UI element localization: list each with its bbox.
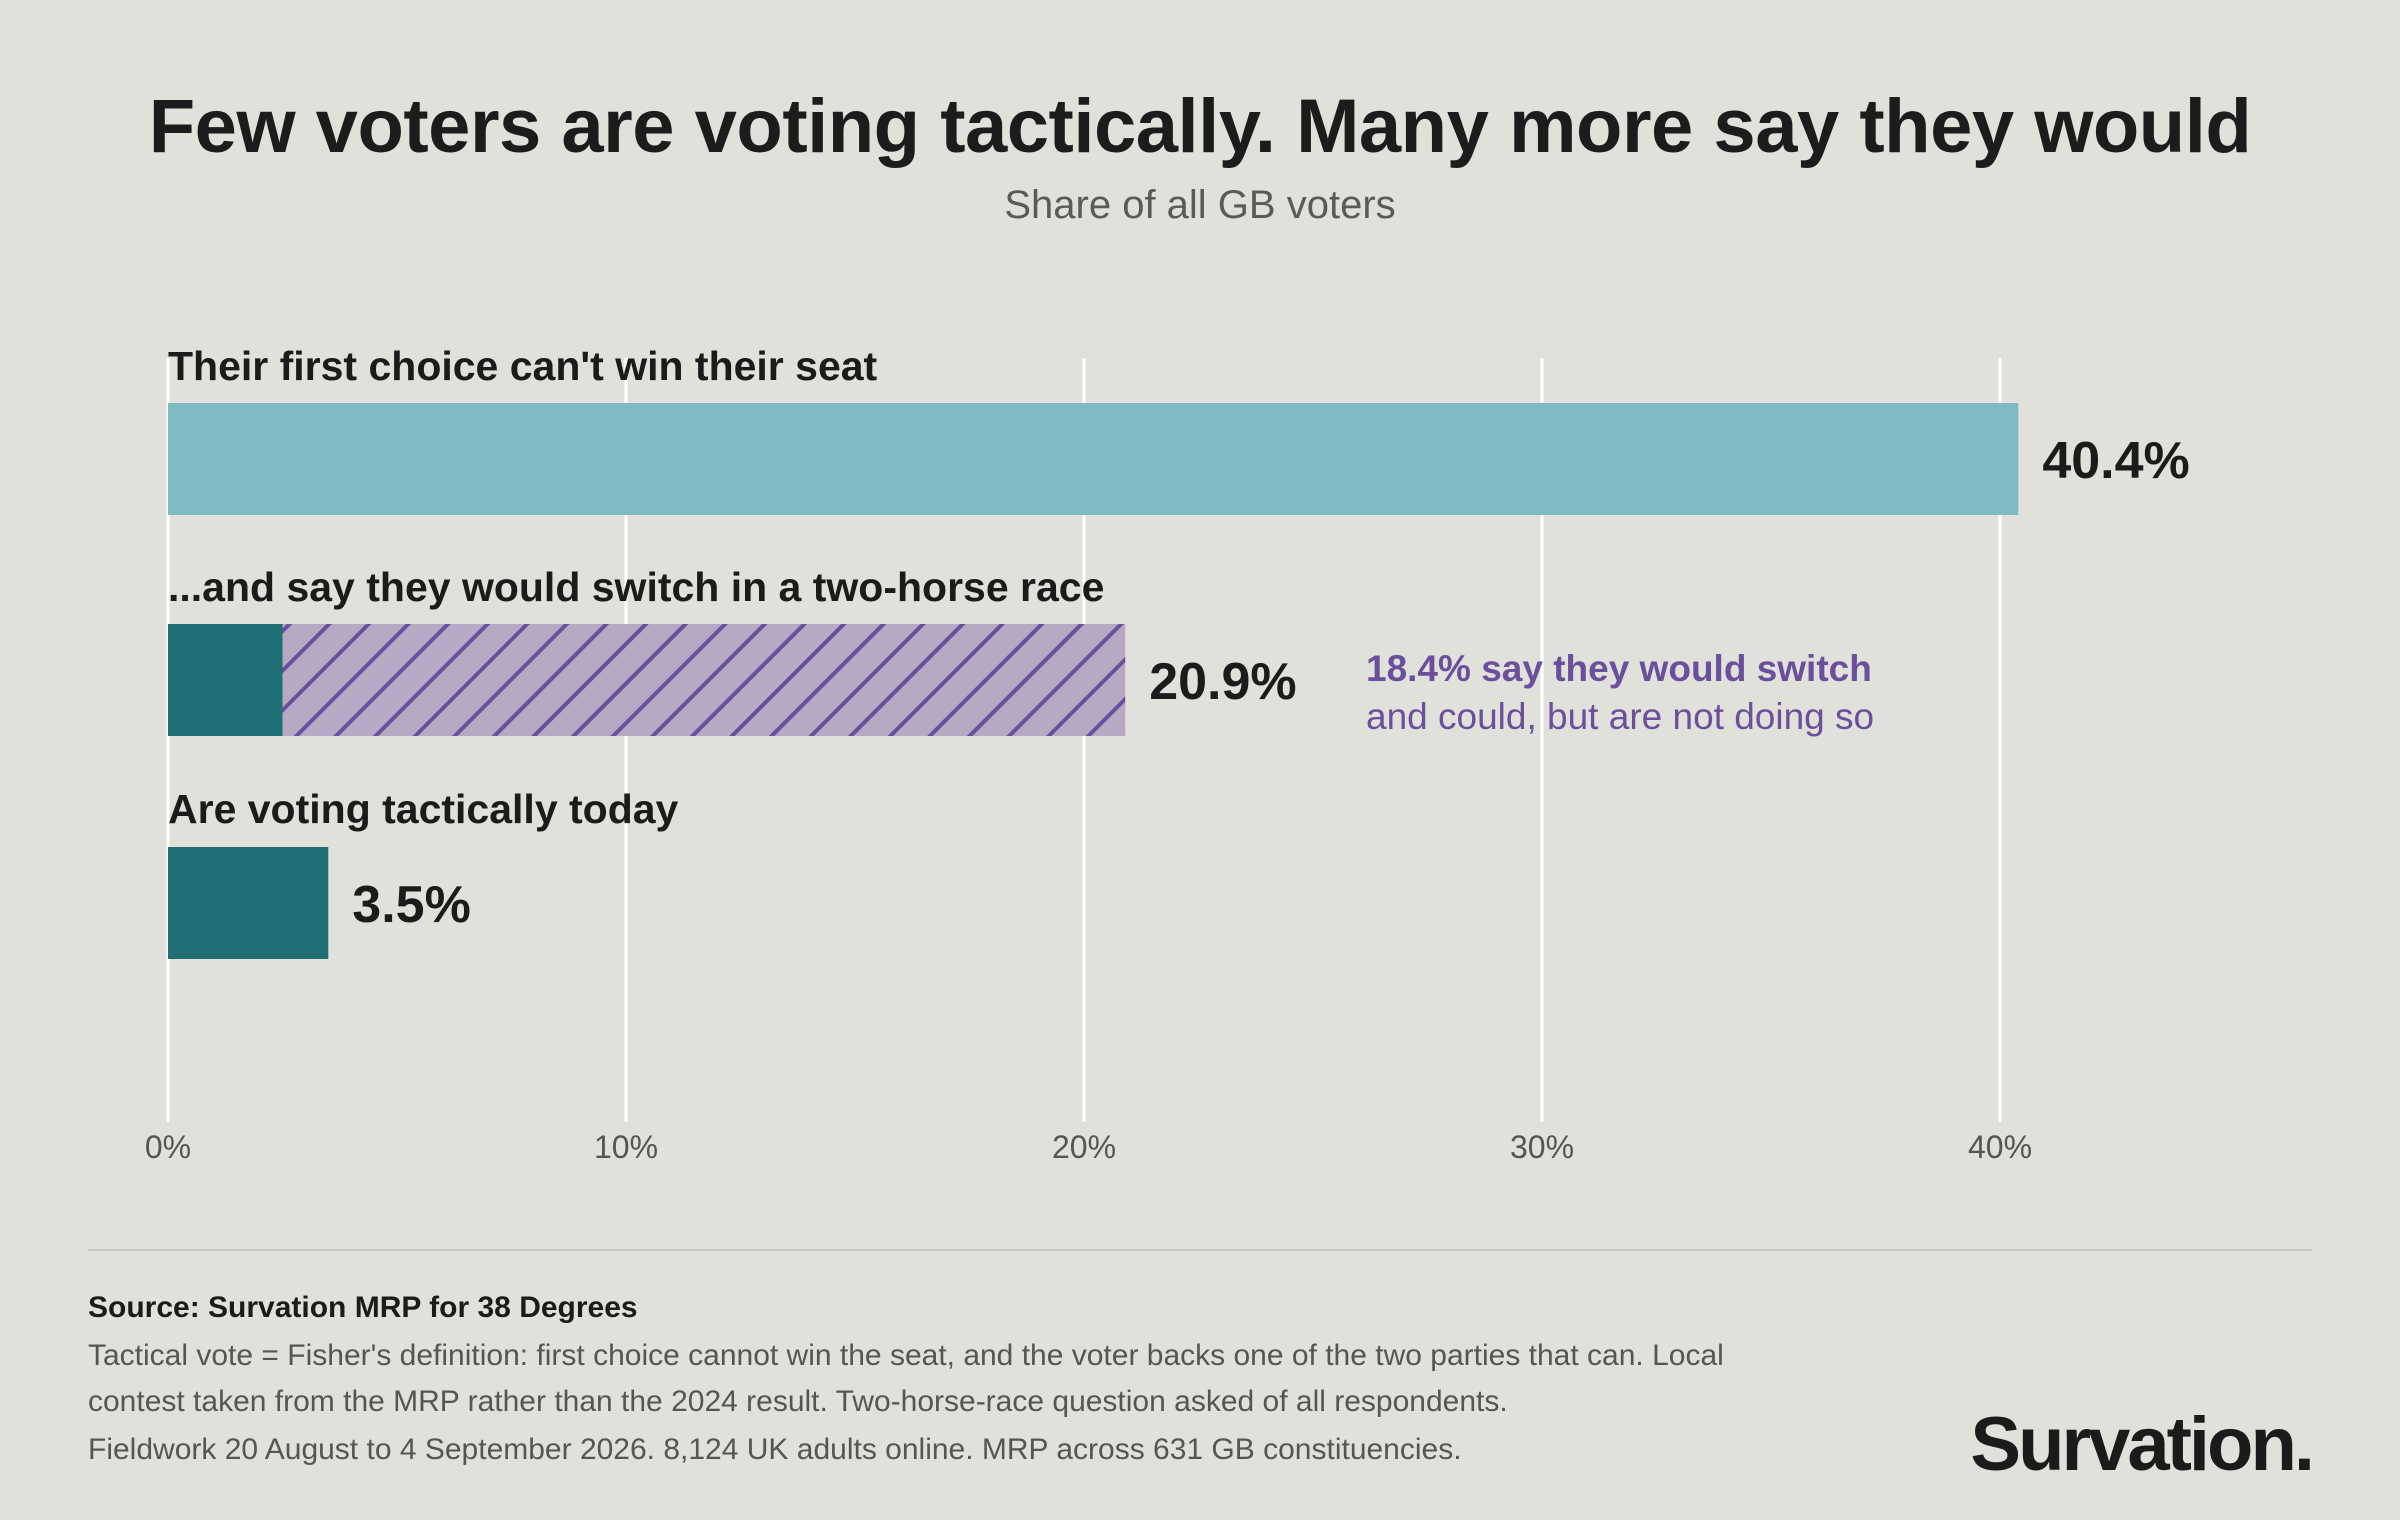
category-label: ...and say they would switch in a two-ho… (168, 564, 1104, 610)
value-label: 3.5% (352, 876, 471, 934)
bar-segment-hatched (282, 624, 1126, 736)
value-label: 40.4% (2042, 432, 2189, 490)
methodology-note: Tactical vote = Fisher's definition: fir… (88, 1339, 1724, 1372)
labels: 0% 10% 20% 30% 40% Their first choice can't w… (145, 343, 2190, 1165)
fieldwork-note: Fieldwork 20 August to 4 September 2026.… (88, 1433, 1462, 1466)
value-label: 20.9% (1149, 653, 1296, 711)
x-tick-label: 20% (1052, 1129, 1116, 1165)
x-tick-label: 30% (1510, 1129, 1574, 1165)
annotation-text: and could, but are not doing so (1366, 696, 1874, 737)
chart-title: Few voters are voting tactically. Many m… (148, 84, 2252, 169)
bar-segment (168, 624, 283, 736)
source-text: Source: Survation MRP for 38 Degrees (88, 1291, 638, 1324)
chart-subtitle: Share of all GB voters (1004, 183, 1396, 227)
category-label: Their first choice can't win their seat (168, 343, 878, 389)
x-tick-label: 10% (594, 1129, 658, 1165)
bars (168, 403, 2019, 959)
bar-segment (168, 847, 329, 959)
annotation-bold: 18.4% say they would switch (1366, 648, 1872, 689)
survation-logo: Survation. (1970, 1402, 2315, 1487)
bar-segment (168, 403, 2019, 515)
category-label: Are voting tactically today (168, 786, 679, 832)
x-tick-label: 0% (145, 1129, 191, 1165)
footer-divider (88, 1249, 2312, 1251)
methodology-note: contest taken from the MRP rather than t… (88, 1385, 1508, 1418)
bar-chart: 0% 10% 20% 30% 40% Their first choice can't w… (145, 343, 2190, 1165)
x-tick-label: 40% (1968, 1129, 2032, 1165)
